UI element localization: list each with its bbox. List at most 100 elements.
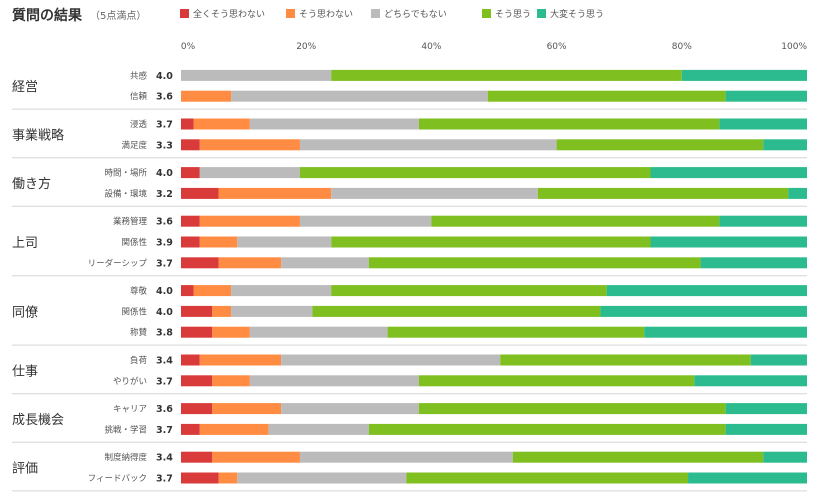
bar-segment <box>418 403 726 415</box>
bar-segment <box>181 472 219 484</box>
item-label: 尊敬 <box>130 286 148 297</box>
bar-segment <box>199 167 300 179</box>
score-value: 4.0 <box>156 168 173 179</box>
item-label: 浸透 <box>130 119 148 130</box>
bar-segment <box>212 326 250 338</box>
score-value: 4.0 <box>156 307 173 318</box>
bar-segment <box>299 167 651 179</box>
bar-segment <box>199 139 300 151</box>
bar-segment <box>212 305 232 317</box>
item-label: 共感 <box>130 70 148 81</box>
group-label: 評価 <box>12 462 38 477</box>
item-label: 挑戦・学習 <box>104 424 147 435</box>
bar-segment <box>199 215 300 227</box>
score-value: 3.7 <box>156 425 173 436</box>
bar-segment <box>406 472 689 484</box>
x-tick-label: 100% <box>781 42 807 52</box>
bar-segment <box>249 375 419 387</box>
bar-segment <box>725 403 807 415</box>
bar-segment <box>700 257 807 269</box>
bar-segment <box>512 451 764 463</box>
bar-segment <box>750 354 807 366</box>
bar-segment <box>212 451 300 463</box>
item-label: 制度納得度 <box>104 452 147 463</box>
bar-segment <box>181 69 332 81</box>
bar-segment <box>725 90 807 102</box>
bar-segment <box>181 451 213 463</box>
bar-segment <box>212 403 282 415</box>
score-value: 3.6 <box>156 404 173 415</box>
bar-segment <box>268 423 369 435</box>
bar-segment <box>181 139 200 151</box>
bar-segment <box>299 139 557 151</box>
score-value: 4.0 <box>156 286 173 297</box>
x-tick-label: 20% <box>296 42 316 52</box>
bar-segment <box>199 236 238 248</box>
legend-swatch <box>180 9 189 18</box>
bar-segment <box>331 285 607 297</box>
item-label: 関係性 <box>121 306 147 317</box>
item-label: 称賛 <box>130 327 148 338</box>
bar-segment <box>231 90 488 102</box>
x-axis: 0% 20% 40% 60% 80% 100% <box>181 42 808 52</box>
bar-segment <box>331 236 651 248</box>
bar-segment <box>181 236 200 248</box>
bar-segment <box>606 285 807 297</box>
bar-segment <box>763 139 807 151</box>
score-value: 3.2 <box>156 189 173 200</box>
bar-segment <box>181 423 200 435</box>
x-tick-label: 0% <box>181 42 196 52</box>
bar-segment <box>650 236 807 248</box>
bar-segment <box>719 118 807 130</box>
chart-subtitle: （5点満点） <box>90 10 146 22</box>
bar-segment <box>368 257 701 269</box>
x-tick-label: 80% <box>672 42 692 52</box>
bar-segment <box>368 423 726 435</box>
bar-segment <box>418 118 720 130</box>
bar-segment <box>331 69 682 81</box>
item-label: 時間・場所 <box>104 168 147 179</box>
item-label: 満足度 <box>121 140 147 151</box>
group-label: 同僚 <box>12 305 38 320</box>
legend-swatch <box>286 9 295 18</box>
item-label: 関係性 <box>121 237 147 248</box>
bar-segment <box>387 326 645 338</box>
bar-segment <box>181 118 194 130</box>
score-value: 3.7 <box>156 376 173 387</box>
bar-segment <box>537 187 789 199</box>
bar-segment <box>199 354 282 366</box>
bar-segment <box>218 472 238 484</box>
group-label: 経営 <box>12 80 38 95</box>
bar-segment <box>181 375 213 387</box>
score-value: 3.7 <box>156 120 173 131</box>
bar-segment <box>181 354 200 366</box>
score-value: 3.4 <box>156 356 173 367</box>
bar-segment <box>193 118 250 130</box>
bar-segment <box>249 118 419 130</box>
item-label: 設備・環境 <box>104 188 147 199</box>
group-label: 働き方 <box>12 176 51 192</box>
item-label: 業務管理 <box>113 216 148 227</box>
bar-segment <box>299 215 432 227</box>
score-value: 3.4 <box>156 453 173 464</box>
bar-segment <box>231 285 332 297</box>
bar-segment <box>694 375 807 387</box>
bar-segment <box>500 354 751 366</box>
chart-title: 質問の結果 <box>12 7 83 24</box>
legend: 全くそう思わない そう思わない どちらでもない そう思う 大変そう思う <box>180 8 604 20</box>
item-label: やりがい <box>113 376 147 387</box>
bar-segment <box>281 257 369 269</box>
score-value: 3.8 <box>156 328 173 339</box>
bar-segment <box>688 472 807 484</box>
bar-segment <box>181 305 213 317</box>
bar-segment <box>725 423 807 435</box>
bar-segment <box>181 326 213 338</box>
bar-segment <box>249 326 388 338</box>
score-value: 3.7 <box>156 474 173 485</box>
legend-label: 全くそう思わない <box>193 8 265 20</box>
legend-swatch <box>371 9 380 18</box>
score-value: 3.7 <box>156 258 173 269</box>
item-label: 信頼 <box>130 91 148 102</box>
item-label: キャリア <box>113 405 147 415</box>
